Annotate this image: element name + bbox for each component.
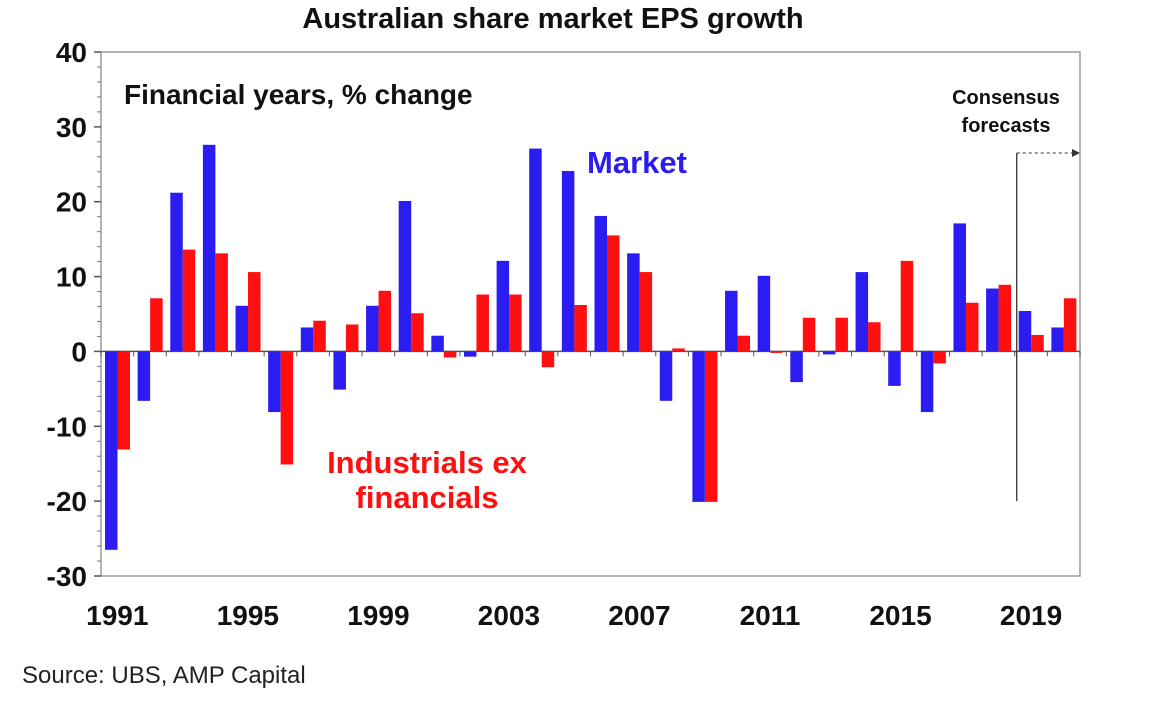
industrials-series-label-line1: Industrials ex [327, 445, 528, 480]
market-bar [333, 351, 346, 390]
industrials-bar [509, 294, 522, 352]
market-bar [105, 351, 118, 550]
industrials-bar [998, 284, 1012, 352]
market-bar [920, 351, 934, 413]
market-bar [496, 260, 510, 352]
y-tick-label: -10 [47, 411, 87, 442]
industrials-bar [378, 290, 392, 352]
industrials-bar [182, 249, 196, 352]
market-bar [725, 290, 738, 352]
industrials-bar [965, 302, 979, 352]
industrials-series-label-line2: financials [356, 480, 499, 515]
market-bar [822, 351, 836, 355]
y-tick-label: -30 [47, 561, 87, 592]
industrials-bar [737, 335, 751, 352]
x-tick-label: 1995 [217, 600, 279, 631]
industrials-bar [639, 272, 653, 352]
market-bar [561, 171, 575, 352]
market-bar [398, 200, 412, 352]
industrials-bar [215, 253, 228, 352]
market-bar [137, 351, 151, 401]
industrials-bar [280, 351, 294, 465]
chart-subtitle: Financial years, % change [124, 79, 473, 110]
market-bar [757, 275, 771, 352]
industrials-bar [900, 260, 914, 352]
industrials-bar [443, 351, 457, 358]
chart-tick-labels: -30 -20 -10 0 10 20 30 40 1991 1995 1999 2003 2007 20… [47, 37, 1063, 631]
market-bar [790, 351, 803, 383]
market-bar [1018, 311, 1032, 352]
y-tick-label: 40 [56, 37, 87, 68]
market-bar [627, 253, 640, 352]
y-tick-label: 20 [56, 187, 87, 218]
industrials-bar [933, 351, 946, 364]
market-bar [268, 351, 281, 413]
source-note: Source: UBS, AMP Capital [22, 662, 306, 689]
market-bar [202, 144, 216, 352]
plot-frame [100, 51, 1081, 577]
industrials-bar [117, 351, 130, 450]
market-bar [300, 327, 314, 352]
x-tick-label: 1999 [347, 600, 409, 631]
market-bar [1051, 327, 1064, 352]
industrials-bar [345, 324, 359, 352]
market-bar [986, 288, 999, 352]
y-tick-label: 0 [71, 336, 87, 367]
industrials-bar [150, 298, 163, 352]
x-tick-label: 2019 [1000, 600, 1062, 631]
market-bar [463, 351, 477, 357]
y-tick-label: -20 [47, 486, 87, 517]
chart-title: Australian share market EPS growth [302, 3, 803, 35]
forecast-marker [1016, 149, 1080, 502]
market-bar [366, 305, 379, 352]
industrials-bar [802, 317, 816, 352]
market-bar [431, 335, 444, 352]
chart-bars [105, 144, 1077, 550]
industrials-bar [770, 351, 783, 353]
market-bar [235, 305, 249, 352]
x-tick-label: 2007 [608, 600, 670, 631]
x-tick-label: 1991 [86, 600, 148, 631]
industrials-bar [672, 348, 685, 352]
chart-axes [94, 51, 1081, 577]
market-bar [692, 351, 705, 502]
eps-growth-chart: Australian share market EPS growth -30 -2… [47, 3, 1081, 631]
x-tick-label: 2015 [869, 600, 931, 631]
market-series-label: Market [587, 145, 687, 180]
y-tick-label: 10 [56, 262, 87, 293]
market-bar [529, 148, 542, 352]
market-bar [594, 215, 607, 352]
market-bar [953, 223, 966, 352]
industrials-bar [476, 294, 489, 352]
industrials-bar [313, 320, 326, 352]
market-bar [659, 351, 673, 401]
industrials-bar [704, 351, 718, 502]
y-tick-label: 30 [56, 112, 87, 143]
consensus-forecasts-label-line1: Consensus [952, 87, 1060, 109]
x-tick-label: 2011 [740, 600, 801, 631]
market-bar [170, 192, 183, 352]
industrials-bar [607, 235, 620, 352]
industrials-bar [248, 272, 261, 352]
industrials-bar [1063, 298, 1077, 352]
industrials-bar [411, 313, 424, 352]
industrials-bar [868, 322, 881, 352]
industrials-bar [1031, 334, 1044, 352]
consensus-forecasts-label-line2: forecasts [962, 115, 1051, 137]
industrials-bar [835, 317, 848, 352]
market-bar [855, 272, 869, 352]
market-bar [888, 351, 901, 386]
forecast-arrow-head [1072, 149, 1080, 158]
industrials-bar [574, 305, 587, 352]
industrials-bar [541, 351, 555, 368]
x-tick-label: 2003 [478, 600, 540, 631]
